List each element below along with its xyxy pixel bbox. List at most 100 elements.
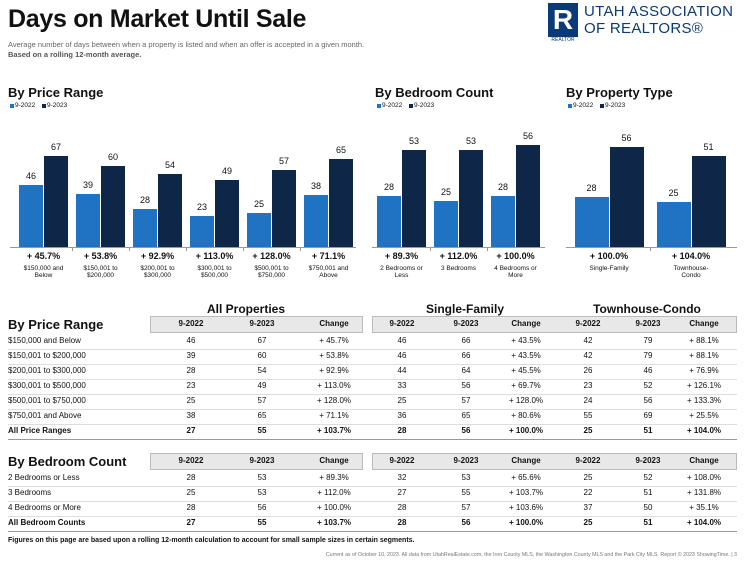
column-header: 9-2022 xyxy=(575,319,601,328)
category-label: Single-Family xyxy=(589,265,629,272)
baseline xyxy=(10,247,356,248)
header-box xyxy=(372,316,737,333)
bar-value-label: 38 xyxy=(310,181,321,192)
column-header: Change xyxy=(319,319,349,328)
bar xyxy=(304,195,328,247)
table-cell: 44 xyxy=(397,366,407,375)
bar xyxy=(691,155,726,247)
bar-value-label: 25 xyxy=(440,187,451,198)
bar-value-label: 67 xyxy=(50,142,61,152)
table-cell: + 35.1% xyxy=(689,503,719,512)
table-cell: 39 xyxy=(186,351,196,360)
table-cell: + 45.5% xyxy=(511,366,541,375)
bar xyxy=(272,169,296,247)
bar-value-label: 51 xyxy=(703,141,714,152)
table-cell: 51 xyxy=(643,488,653,497)
table-cell: 51 xyxy=(643,518,653,527)
table-cell: + 103.7% xyxy=(316,518,352,527)
table-cell: 28 xyxy=(186,473,196,482)
bar-value-label: 28 xyxy=(383,182,394,192)
bar-value-label: 25 xyxy=(668,188,679,199)
table-cell: + 25.5% xyxy=(689,411,719,420)
table-cell: 55 xyxy=(583,411,593,420)
table-cell: 79 xyxy=(643,336,653,345)
table-cell: + 88.1% xyxy=(689,336,719,345)
group-title: All Properties xyxy=(206,302,286,316)
table-cell: 52 xyxy=(643,381,653,390)
change-label: + 100.0% xyxy=(496,251,535,261)
separator-tick xyxy=(129,247,130,251)
table-cell: 38 xyxy=(186,411,196,420)
change-label: + 100.0% xyxy=(589,251,629,261)
table-cell: + 104.0% xyxy=(686,518,722,527)
table-cell: + 43.5% xyxy=(511,351,541,360)
table-cell: 56 xyxy=(257,503,267,512)
footnote: Figures on this page are based upon a ro… xyxy=(8,537,415,544)
row-label: $150,001 to $200,000 xyxy=(8,351,86,360)
legend-label: 9-2022 xyxy=(382,102,403,109)
header-box xyxy=(150,316,363,333)
table-cell: 22 xyxy=(583,488,593,497)
table-cell: 46 xyxy=(397,351,407,360)
page-title: Days on Market Until Sale xyxy=(8,5,307,33)
column-header: Change xyxy=(689,456,719,465)
separator-tick xyxy=(430,247,431,251)
table-cell: 25 xyxy=(186,396,196,405)
row-label: $200,001 to $300,000 xyxy=(8,366,86,375)
table-cell: 23 xyxy=(583,381,593,390)
table-cell: + 126.1% xyxy=(686,381,722,390)
table-cell: 28 xyxy=(397,503,407,512)
row-rule xyxy=(8,501,737,502)
chart-title: By Price Range xyxy=(8,85,104,100)
row-rule xyxy=(8,516,737,517)
row-rule xyxy=(8,364,737,365)
table-cell: + 128.0% xyxy=(316,396,352,405)
logo-caption: REALTOR xyxy=(551,37,575,43)
table-cell: 65 xyxy=(257,411,267,420)
subtitle-note: Based on a rolling 12-month average. xyxy=(8,50,142,59)
row-rule xyxy=(8,394,737,395)
table-cell: 67 xyxy=(257,336,267,345)
bar xyxy=(459,150,483,247)
change-label: + 45.7% xyxy=(26,251,61,261)
bar xyxy=(402,150,426,247)
separator-tick xyxy=(186,247,187,251)
row-rule xyxy=(8,486,737,487)
row-label: 4 Bedrooms or More xyxy=(8,503,81,512)
column-header: Change xyxy=(319,456,349,465)
row-label: All Bedroom Counts xyxy=(8,518,86,527)
bar xyxy=(158,173,182,247)
table-cell: + 108.0% xyxy=(686,473,722,482)
logo-text: UTAH ASSOCIATION xyxy=(584,3,734,20)
table-cell: + 103.7% xyxy=(316,426,352,435)
legend-swatch xyxy=(42,104,46,108)
category-label: $200,001 to $300,000 xyxy=(140,265,175,280)
bar-value-label: 28 xyxy=(139,194,150,205)
table-cell: + 89.3% xyxy=(319,473,349,482)
bar-value-label: 56 xyxy=(522,131,533,141)
table-cell: + 100.0% xyxy=(508,518,544,527)
category-label: $150,001 to $200,000 xyxy=(83,265,118,280)
change-label: + 113.0% xyxy=(195,251,234,261)
chart-title: By Bedroom Count xyxy=(375,85,494,100)
bar-value-label: 49 xyxy=(221,166,232,177)
column-header: 9-2022 xyxy=(575,456,601,465)
bar xyxy=(101,165,125,247)
table-cell: + 92.9% xyxy=(319,366,349,375)
row-rule xyxy=(8,349,737,350)
bar xyxy=(609,147,644,247)
table-cell: 46 xyxy=(186,336,196,345)
row-rule xyxy=(8,439,737,440)
row-label: 3 Bedrooms xyxy=(8,488,52,497)
bar xyxy=(516,145,540,247)
logo-mark: R xyxy=(548,3,578,37)
row-rule xyxy=(8,409,737,410)
table-cell: 69 xyxy=(643,411,653,420)
table-cell: 25 xyxy=(397,396,407,405)
table-cell: 25 xyxy=(186,488,196,497)
legend-label: 9-2022 xyxy=(573,102,594,109)
bar-value-label: 53 xyxy=(465,136,476,147)
category-label: 2 Bedrooms or Less xyxy=(380,265,423,280)
table-cell: + 71.1% xyxy=(319,411,349,420)
group-title: Townhouse-Condo xyxy=(593,302,701,316)
